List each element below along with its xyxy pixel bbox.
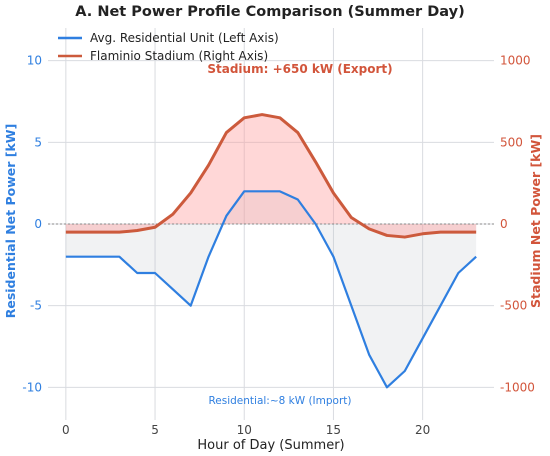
legend-label-stadium: Flaminio Stadium (Right Axis) bbox=[90, 49, 268, 63]
legend: Avg. Residential Unit (Left Axis) Flamin… bbox=[58, 31, 279, 63]
right-tick-label: 0 bbox=[500, 217, 508, 231]
left-axis-label: Residential Net Power [kW] bbox=[3, 124, 18, 319]
residential-area bbox=[65, 191, 477, 388]
x-tick-label: 15 bbox=[326, 423, 341, 437]
tick-labels: 0 5 10 15 20 -10 -5 0 5 10 -1000 -500 0 500 1000 bbox=[22, 54, 534, 437]
left-tick-label: 5 bbox=[34, 135, 42, 149]
right-tick-label: 1000 bbox=[500, 54, 531, 68]
x-axis-label: Hour of Day (Summer) bbox=[197, 438, 344, 453]
grid-lines bbox=[48, 28, 494, 420]
right-tick-label: -500 bbox=[500, 299, 527, 313]
left-tick-label: -5 bbox=[30, 299, 42, 313]
right-axis-label: Stadium Net Power [kW] bbox=[528, 134, 543, 308]
x-tick-label: 5 bbox=[151, 423, 159, 437]
right-tick-label: 500 bbox=[500, 135, 523, 149]
left-tick-label: 10 bbox=[27, 54, 42, 68]
x-tick-label: 0 bbox=[62, 423, 70, 437]
x-tick-label: 20 bbox=[415, 423, 430, 437]
area-fills bbox=[65, 114, 477, 388]
left-tick-label: 0 bbox=[34, 217, 42, 231]
left-tick-label: -10 bbox=[22, 380, 42, 394]
residential-series-line bbox=[65, 190, 477, 389]
legend-label-residential: Avg. Residential Unit (Left Axis) bbox=[90, 31, 279, 45]
residential-annotation: Residential:~8 kW (Import) bbox=[208, 395, 351, 407]
right-tick-label: -1000 bbox=[500, 380, 535, 394]
stadium-series-line bbox=[65, 113, 477, 239]
x-tick-label: 10 bbox=[237, 423, 252, 437]
series-lines bbox=[65, 113, 477, 389]
chart-title: A. Net Power Profile Comparison (Summer … bbox=[75, 4, 464, 20]
stadium-area bbox=[65, 114, 477, 238]
stadium-annotation: Stadium: +650 kW (Export) bbox=[207, 62, 392, 76]
